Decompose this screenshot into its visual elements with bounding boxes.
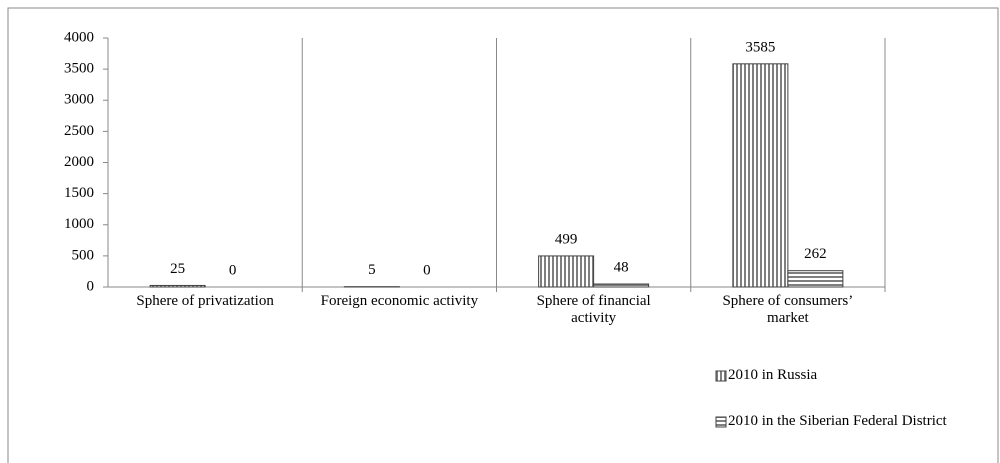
data-label: 262 [804, 246, 827, 262]
y-tick-label: 3000 [64, 92, 94, 108]
legend-swatch [715, 416, 727, 428]
legend-label: 2010 in Russia [728, 367, 818, 383]
x-tick-label-box: Foreign economic activity [320, 293, 479, 309]
y-tick-label: 1000 [64, 216, 94, 232]
chart-border [7, 7, 999, 463]
x-tick-label: Sphere of consumers’ market [722, 293, 854, 326]
data-label: 5 [368, 262, 376, 278]
y-tick-label: 4000 [64, 29, 94, 45]
x-tick-label: Sphere of privatization [136, 293, 274, 309]
x-tick-label-box: Sphere of consumers’ market [722, 293, 854, 326]
y-tick-label: 2500 [64, 123, 94, 139]
legend-label: 2010 in the Siberian Federal District [728, 413, 947, 429]
data-label: 0 [229, 262, 237, 278]
data-label: 499 [555, 231, 578, 247]
data-label: 25 [170, 261, 185, 277]
x-tick-label: Sphere of financial activity [536, 293, 651, 326]
x-tick-label-box: Sphere of privatization [136, 293, 274, 309]
y-tick-label: 0 [87, 278, 95, 294]
data-label: 0 [423, 262, 431, 278]
bar [732, 63, 789, 288]
y-tick-label: 500 [72, 247, 95, 263]
data-label: 48 [614, 259, 629, 275]
x-tick-label-box: Sphere of financial activity [536, 293, 651, 326]
y-tick-label: 3500 [64, 61, 94, 77]
bar [538, 255, 595, 288]
legend-label-box: 2010 in Russia [728, 367, 818, 383]
bar [787, 270, 844, 288]
y-tick-label: 1500 [64, 185, 94, 201]
legend-label-box: 2010 in the Siberian Federal District [728, 413, 947, 429]
y-tick-label: 2000 [64, 154, 94, 170]
legend-swatch [715, 370, 727, 382]
data-label: 3585 [745, 39, 775, 55]
x-tick-label: Foreign economic activity [320, 293, 479, 309]
bar [593, 283, 650, 288]
bar [149, 284, 206, 288]
